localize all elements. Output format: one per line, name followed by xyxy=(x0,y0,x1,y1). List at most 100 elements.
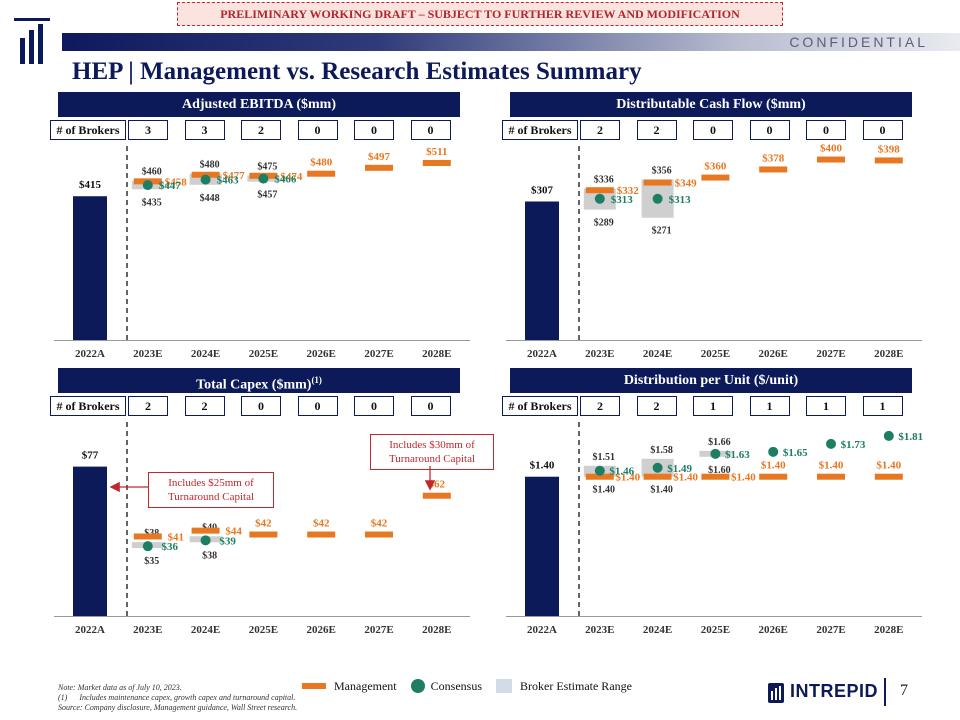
x-tick-label: 2022A xyxy=(527,348,557,360)
note-market-data: Note: Market data as of July 10, 2023. xyxy=(58,683,182,692)
brokers-label: # of Brokers xyxy=(50,396,126,416)
management-value-label: $44 xyxy=(225,526,242,538)
management-value-label: $477 xyxy=(223,170,246,182)
consensus-marker xyxy=(652,193,663,204)
chart-title: Total Capex ($mm)(1) xyxy=(58,368,460,393)
actual-bar xyxy=(73,466,107,616)
company-logo xyxy=(14,18,50,64)
legend-management: Management xyxy=(334,678,397,693)
turnaround-callout-2028: Includes $30mm of Turnaround Capital xyxy=(370,434,494,470)
broker-count: 0 xyxy=(410,120,451,140)
x-tick-label: 2024E xyxy=(191,348,220,360)
x-tick-label: 2028E xyxy=(874,624,903,636)
x-tick-label: 2024E xyxy=(191,624,220,636)
x-tick-label: 2026E xyxy=(307,624,336,636)
management-marker xyxy=(585,187,614,194)
x-tick-label: 2025E xyxy=(701,624,730,636)
management-value-label: $1.40 xyxy=(615,472,640,484)
actual-bar xyxy=(525,201,559,340)
management-marker xyxy=(759,473,788,480)
management-marker xyxy=(701,473,730,480)
management-marker xyxy=(191,527,220,534)
broker-count: 0 xyxy=(297,120,338,140)
management-marker xyxy=(643,473,672,480)
broker-count: 0 xyxy=(354,120,394,140)
consensus-marker xyxy=(883,430,894,441)
consensus-value-label: $1.81 xyxy=(898,431,923,443)
management-value-label: $42 xyxy=(255,518,272,530)
broker-count: 1 xyxy=(749,396,790,416)
broker-count: 2 xyxy=(241,120,281,140)
broker-count: 3 xyxy=(128,120,168,140)
broker-count: 1 xyxy=(806,396,846,416)
brand-name: INTREPID xyxy=(790,681,879,701)
management-marker xyxy=(365,164,393,171)
x-tick-label: 2027E xyxy=(364,624,393,636)
management-marker xyxy=(422,159,451,166)
management-marker xyxy=(701,174,730,181)
x-tick-label: 2027E xyxy=(816,624,845,636)
management-value-label: $41 xyxy=(168,531,185,543)
management-value-label: $480 xyxy=(310,157,333,169)
broker-count: 1 xyxy=(862,396,903,416)
broker-count: 2 xyxy=(184,396,225,416)
x-tick-label: 2022A xyxy=(75,624,105,636)
management-value-label: $497 xyxy=(368,151,391,163)
consensus-value-label: $36 xyxy=(162,541,179,553)
dpu-panel: Distribution per Unit ($/unit) # of Broke… xyxy=(502,368,950,638)
turnaround-callout-2022: Includes $25mm of Turnaround Capital xyxy=(148,472,274,508)
range-low-label: $457 xyxy=(257,190,277,201)
broker-count: 0 xyxy=(297,396,338,416)
management-value-label: $458 xyxy=(165,176,188,188)
management-marker xyxy=(249,531,278,538)
range-low-label: $35 xyxy=(144,556,159,567)
management-value-label: $378 xyxy=(762,152,785,164)
management-value-label: $1.40 xyxy=(761,460,786,472)
range-low-label: $38 xyxy=(202,550,217,561)
range-high-label: $356 xyxy=(652,165,672,176)
consensus-value-label: $313 xyxy=(669,194,692,206)
chart-plot: 2022A 2023E 2024E 2025E 2026E 2027E 2028E $307 $… xyxy=(506,143,922,360)
management-swatch xyxy=(302,683,326,689)
range-low-label: $1.60 xyxy=(708,465,731,476)
range-low-label: $289 xyxy=(594,218,614,229)
broker-count: 0 xyxy=(806,120,846,140)
draft-banner: PRELIMINARY WORKING DRAFT – SUBJECT TO F… xyxy=(177,2,783,26)
x-tick-label: 2022A xyxy=(527,624,557,636)
management-value-label: $332 xyxy=(617,185,640,197)
actual-value-label: $415 xyxy=(79,179,102,191)
management-marker xyxy=(422,492,451,499)
x-tick-label: 2028E xyxy=(422,348,451,360)
confidential-label: CONFIDENTIAL xyxy=(789,34,928,50)
consensus-value-label: $447 xyxy=(159,180,182,192)
consensus-value-label: $1.73 xyxy=(841,439,866,451)
x-tick-label: 2023E xyxy=(133,348,162,360)
consensus-marker xyxy=(594,465,605,476)
brand-logo-icon xyxy=(768,683,784,703)
consensus-marker xyxy=(142,541,153,552)
x-tick-label: 2026E xyxy=(307,348,336,360)
management-value-label: $349 xyxy=(675,178,698,190)
capex-panel: Total Capex ($mm)(1) # of Brokers 2 2 0 0 0 0 20… xyxy=(50,368,498,638)
x-tick-label: 2022A xyxy=(75,348,105,360)
consensus-marker xyxy=(768,446,779,457)
broker-count: 0 xyxy=(862,120,903,140)
consensus-marker xyxy=(258,173,269,184)
chart-plot: 2022A 2023E 2024E 2025E 2026E 2027E 2028E $415 $… xyxy=(54,146,470,360)
brokers-label: # of Brokers xyxy=(502,396,578,416)
broker-count: 2 xyxy=(128,396,168,416)
management-marker xyxy=(307,170,336,177)
ebitda-panel: Adjusted EBITDA ($mm) # of Brokers 3 3 2 0 0 0 2… xyxy=(50,92,498,362)
chart-title: Distribution per Unit ($/unit) xyxy=(510,368,912,393)
broker-count: 0 xyxy=(749,120,790,140)
consensus-marker xyxy=(594,193,605,204)
range-swatch xyxy=(496,679,512,693)
management-marker xyxy=(874,157,903,164)
range-high-label: $1.51 xyxy=(593,452,616,463)
brokers-label: # of Brokers xyxy=(502,120,578,140)
x-tick-label: 2023E xyxy=(585,624,614,636)
consensus-marker xyxy=(710,448,721,459)
title-footnote: (1) xyxy=(311,375,322,385)
x-tick-label: 2024E xyxy=(643,348,672,360)
